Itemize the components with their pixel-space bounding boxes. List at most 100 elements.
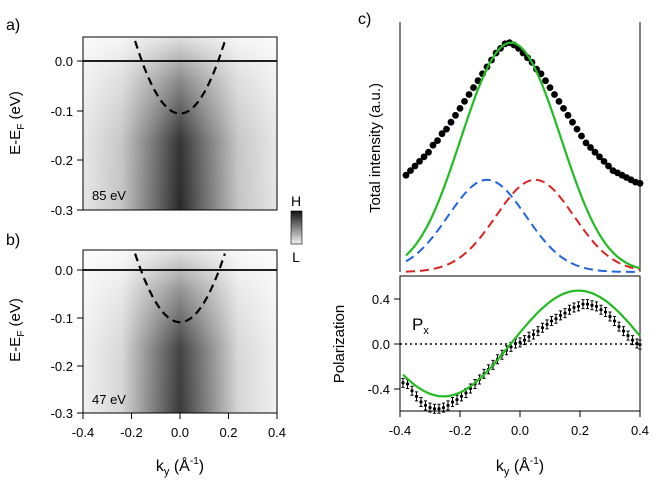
polarization-point xyxy=(432,403,437,414)
xtick-label-cb-1: -0.2 xyxy=(449,423,471,438)
ytick-label-cb-0: 0.4 xyxy=(372,292,390,307)
polarization-point xyxy=(558,310,563,321)
polarization-point xyxy=(635,338,639,349)
ylabel-a-unit: (eV) xyxy=(7,91,24,124)
polarization-point xyxy=(563,308,567,319)
polarization-point xyxy=(527,331,531,342)
ytick-label-b-0: 0.0 xyxy=(55,263,73,278)
intensity-point xyxy=(420,153,428,161)
polarization-point xyxy=(567,304,572,315)
polarization-point xyxy=(572,302,576,313)
y-axis-cbottom: 0.4 0.0 -0.4 xyxy=(368,292,400,397)
polarization-point xyxy=(590,300,594,311)
polarization-point xyxy=(626,330,630,341)
xtick-label-b-2: 0.0 xyxy=(171,425,189,440)
intensity-point xyxy=(447,118,455,126)
intensity-point xyxy=(470,84,477,91)
intensity-point xyxy=(443,125,450,133)
intensity-point xyxy=(605,162,612,170)
xtick-label-cb-3: 0.2 xyxy=(571,423,589,438)
intensity-point xyxy=(551,91,558,98)
colorbar-scale xyxy=(290,210,303,245)
ytick-label-b-1: -0.1 xyxy=(51,311,73,326)
polarization-point xyxy=(612,316,617,326)
ytick-label-a-1: -0.1 xyxy=(51,104,73,119)
polarization-point xyxy=(545,319,549,330)
polarization-point xyxy=(401,377,405,388)
intensity-point xyxy=(407,167,414,175)
xlabel-cb-unit-pre: (Å xyxy=(509,456,530,475)
intensity-point xyxy=(636,179,644,187)
polarization-point xyxy=(599,304,603,315)
ylabel-a: E-EF (eV) xyxy=(7,91,27,155)
x-axis-b: -0.4 -0.2 0.0 0.2 0.4 xyxy=(72,413,286,440)
xtick-label-b-1: -0.2 xyxy=(120,425,142,440)
colorbar-low-label: L xyxy=(292,249,300,265)
ylabel-ctop-text: Total intensity (a.u.) xyxy=(367,83,384,213)
intensity-point xyxy=(582,139,590,147)
intensity-point xyxy=(456,105,464,112)
polarization-point xyxy=(621,326,626,337)
px-annotation-main: P xyxy=(412,315,423,334)
px-annotation: Px xyxy=(412,315,429,337)
intensity-point xyxy=(596,153,603,161)
polarization-point xyxy=(428,402,432,413)
polarization-point xyxy=(603,307,608,317)
intensity-point xyxy=(569,118,576,126)
ytick-label-a-2: -0.2 xyxy=(51,153,73,168)
ytick-label-b-2: -0.2 xyxy=(51,359,73,374)
polarization-point xyxy=(419,397,423,407)
intensity-fit-curve xyxy=(405,41,641,270)
intensity-point xyxy=(587,144,594,151)
xtick-label-cb-0: -0.4 xyxy=(389,423,411,438)
ytick-label-b-3: -0.3 xyxy=(51,406,73,421)
polarization-point xyxy=(585,299,590,310)
xlabel-cb-sub: y xyxy=(504,466,510,478)
polarization-point xyxy=(423,400,428,411)
intensity-point xyxy=(402,171,410,179)
xlabel-b: ky (Å-1) xyxy=(156,456,204,478)
panel-a: 0.0 -0.1 -0.2 -0.3 E-EF (eV) 85 eV xyxy=(7,36,278,218)
ylabel-a-main: E-E xyxy=(7,130,24,155)
xlabel-b-unit-sup: -1 xyxy=(190,456,199,467)
intensity-point xyxy=(429,141,437,149)
intensity-point xyxy=(564,111,572,119)
xlabel-b-main: k xyxy=(156,458,165,475)
polarization-point xyxy=(536,326,540,337)
polarization-point xyxy=(410,385,414,396)
intensity-point xyxy=(465,91,473,98)
arpes-map-b-fade xyxy=(83,250,277,413)
intensity-point xyxy=(555,98,563,105)
intensity-point xyxy=(560,105,567,112)
intensity-point xyxy=(591,148,599,156)
polarization-point xyxy=(441,402,446,413)
arpes-map-a-fade xyxy=(83,37,277,210)
panel-b: 0.0 -0.1 -0.2 -0.3 -0.4 -0.2 0.0 0.2 0.4… xyxy=(7,249,286,478)
polarization-point xyxy=(581,299,585,310)
polarization-point xyxy=(455,394,459,405)
ylabel-b: E-EF (eV) xyxy=(7,298,27,362)
intensity-point xyxy=(546,84,554,91)
xlabel-cbottom: ky (Å-1) xyxy=(496,456,544,478)
px-annotation-sub: x xyxy=(423,325,429,337)
intensity-point xyxy=(452,111,459,119)
colorbar-high-label: H xyxy=(291,193,301,209)
polarization-point xyxy=(522,335,527,346)
intensity-point xyxy=(573,125,581,133)
polarization-point xyxy=(576,301,581,312)
xtick-label-cb-2: 0.0 xyxy=(511,423,529,438)
polarization-point xyxy=(414,391,419,402)
ylabel-cbottom: Polarization xyxy=(331,305,348,383)
xlabel-b-sub: y xyxy=(164,466,170,478)
intensity-point xyxy=(578,132,585,140)
ylabel-a-sub: F xyxy=(16,124,27,130)
intensity-point xyxy=(600,158,608,165)
xlabel-b-unit-pre: (Å xyxy=(169,456,190,475)
xtick-label-b-4: 0.4 xyxy=(268,425,286,440)
y-axis-a: 0.0 -0.1 -0.2 -0.3 xyxy=(51,54,83,218)
intensity-data-points xyxy=(402,39,644,187)
xtick-label-cb-4: 0.4 xyxy=(631,423,649,438)
intensity-point xyxy=(461,98,468,105)
ylabel-b-unit: (eV) xyxy=(7,298,24,331)
ylabel-b-sub: F xyxy=(16,331,27,337)
